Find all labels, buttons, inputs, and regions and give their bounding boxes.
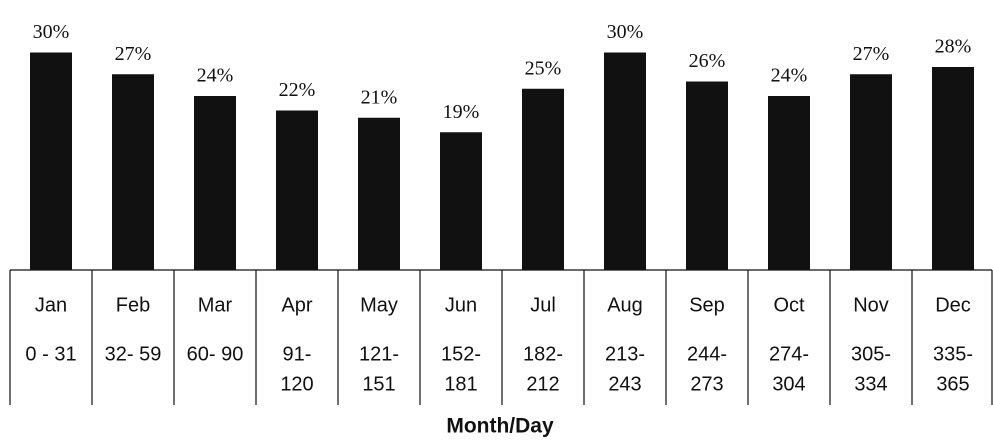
- day-range-label: 151: [362, 373, 395, 395]
- x-tick-label: Sep: [689, 294, 725, 316]
- value-label: 27%: [853, 43, 890, 65]
- bar: [850, 74, 892, 270]
- x-tick-label: May: [360, 294, 398, 316]
- day-range-label: 91-: [283, 343, 312, 365]
- day-range-label: 212: [526, 373, 559, 395]
- day-range-label: 32- 59: [105, 343, 162, 365]
- bar: [358, 117, 400, 270]
- day-range-label: 120: [280, 373, 313, 395]
- bar: [30, 52, 72, 270]
- day-range-label: 182-: [523, 343, 563, 365]
- day-range-label: 121-: [359, 343, 399, 365]
- bar: [522, 88, 564, 270]
- bar: [276, 110, 318, 270]
- value-label: 27%: [115, 43, 152, 65]
- x-tick-label: Feb: [116, 294, 150, 316]
- day-range-label: 181: [444, 373, 477, 395]
- x-tick-label: Jul: [530, 294, 556, 316]
- bar: [440, 132, 482, 270]
- x-tick-label: Jan: [35, 294, 67, 316]
- x-tick-label: Apr: [281, 294, 312, 316]
- value-label: 30%: [607, 21, 644, 43]
- value-label: 19%: [443, 101, 480, 123]
- x-axis-title: Month/Day: [446, 415, 554, 438]
- x-tick-label: Jun: [445, 294, 477, 316]
- x-tick-label: Dec: [935, 294, 971, 316]
- day-range-label: 60- 90: [187, 343, 244, 365]
- day-range-label: 304: [772, 373, 805, 395]
- value-label: 26%: [689, 50, 726, 72]
- bar: [768, 96, 810, 270]
- x-tick-label: Aug: [607, 294, 643, 316]
- x-tick-label: Oct: [773, 294, 805, 316]
- value-label: 24%: [771, 65, 808, 87]
- value-label: 30%: [33, 21, 70, 43]
- value-label: 25%: [525, 57, 562, 79]
- day-range-label: 365: [936, 373, 969, 395]
- value-label: 24%: [197, 65, 234, 87]
- bar: [194, 96, 236, 270]
- day-range-label: 243: [608, 373, 641, 395]
- day-range-label: 335-: [933, 343, 973, 365]
- day-range-label: 244-: [687, 343, 727, 365]
- day-range-label: 0 - 31: [25, 343, 76, 365]
- bar: [112, 74, 154, 270]
- value-label: 21%: [361, 86, 398, 108]
- day-range-label: 305-: [851, 343, 891, 365]
- day-range-label: 334: [854, 373, 887, 395]
- bar: [686, 81, 728, 270]
- day-range-label: 274-: [769, 343, 809, 365]
- x-tick-label: Nov: [853, 294, 889, 316]
- value-label: 28%: [935, 36, 972, 58]
- day-range-label: 152-: [441, 343, 481, 365]
- bar: [604, 52, 646, 270]
- day-range-label: 213-: [605, 343, 645, 365]
- x-tick-label: Mar: [198, 294, 233, 316]
- day-range-label: 273: [690, 373, 723, 395]
- bar: [932, 67, 974, 270]
- value-label: 22%: [279, 79, 316, 101]
